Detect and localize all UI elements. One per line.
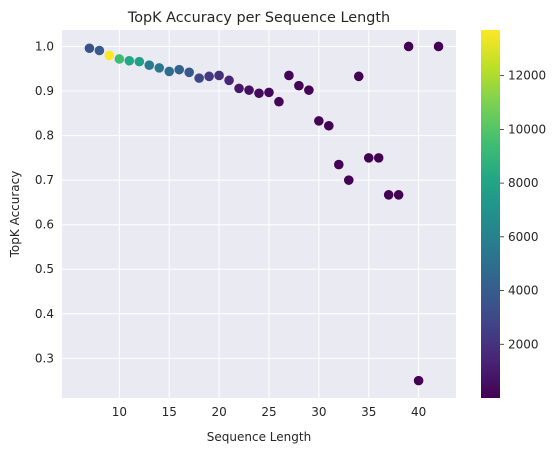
data-point xyxy=(314,116,324,126)
data-point xyxy=(343,175,354,185)
data-point xyxy=(403,41,414,52)
data-point xyxy=(94,45,105,56)
x-tick-label: 35 xyxy=(361,405,376,419)
data-point xyxy=(144,60,155,70)
data-point xyxy=(413,375,424,386)
data-point xyxy=(84,43,95,54)
y-tick-label: 0.8 xyxy=(35,129,54,143)
colorbar-ticks: 2000 4000 6000 8000 10000 12000 xyxy=(500,69,546,351)
colorbar-tick-label: 2000 xyxy=(508,337,539,351)
colorbar-tick-label: 6000 xyxy=(508,230,539,244)
colorbar xyxy=(481,30,500,398)
data-point xyxy=(254,88,264,99)
data-point xyxy=(333,159,344,170)
x-tick-label: 25 xyxy=(261,405,276,419)
data-point xyxy=(244,85,254,95)
y-tick-label: 0.9 xyxy=(35,84,54,98)
x-tick-label: 20 xyxy=(211,405,226,419)
y-axis-ticks: 0.3 0.4 0.5 0.6 0.7 0.8 0.9 1.0 xyxy=(35,39,54,365)
data-point xyxy=(154,63,165,73)
y-tick-label: 0.7 xyxy=(35,173,54,187)
plot-area xyxy=(62,30,456,398)
y-tick-label: 0.6 xyxy=(35,218,54,232)
data-point xyxy=(174,64,185,75)
x-tick-label: 30 xyxy=(311,405,326,419)
data-point xyxy=(393,190,404,200)
data-point xyxy=(194,73,204,83)
data-point xyxy=(433,41,444,52)
data-point xyxy=(214,70,224,81)
data-point xyxy=(104,50,115,61)
data-points xyxy=(84,41,444,386)
data-point xyxy=(184,67,194,78)
y-tick-label: 0.5 xyxy=(35,262,54,276)
data-point xyxy=(204,71,214,82)
x-axis-label: Sequence Length xyxy=(207,430,311,444)
data-point xyxy=(274,96,284,107)
data-point xyxy=(134,56,145,67)
data-point xyxy=(383,190,394,200)
data-point xyxy=(373,153,384,163)
x-tick-label: 40 xyxy=(411,405,426,419)
data-point xyxy=(294,80,304,91)
colorbar-tick-label: 10000 xyxy=(508,122,546,136)
colorbar-tick-label: 12000 xyxy=(508,69,546,83)
data-point xyxy=(224,75,234,86)
data-point xyxy=(363,153,374,163)
data-point xyxy=(114,54,125,64)
data-point xyxy=(353,71,364,82)
y-axis-label: TopK Accuracy xyxy=(8,171,22,259)
data-point xyxy=(164,66,175,77)
data-point xyxy=(284,70,294,81)
colorbar-tick-label: 8000 xyxy=(508,176,539,190)
data-point xyxy=(234,83,244,94)
colorbar-tick-label: 4000 xyxy=(508,284,539,298)
data-point xyxy=(304,85,314,95)
y-tick-label: 0.3 xyxy=(35,351,54,365)
data-point xyxy=(324,120,334,131)
data-point xyxy=(264,87,274,98)
chart-title: TopK Accuracy per Sequence Length xyxy=(127,10,390,26)
data-point xyxy=(124,55,135,66)
y-tick-label: 1.0 xyxy=(35,39,54,53)
x-tick-label: 15 xyxy=(162,405,177,419)
y-tick-label: 0.4 xyxy=(35,307,54,321)
x-axis-ticks: 10 15 20 25 30 35 40 xyxy=(112,405,427,419)
x-tick-label: 10 xyxy=(112,405,127,419)
